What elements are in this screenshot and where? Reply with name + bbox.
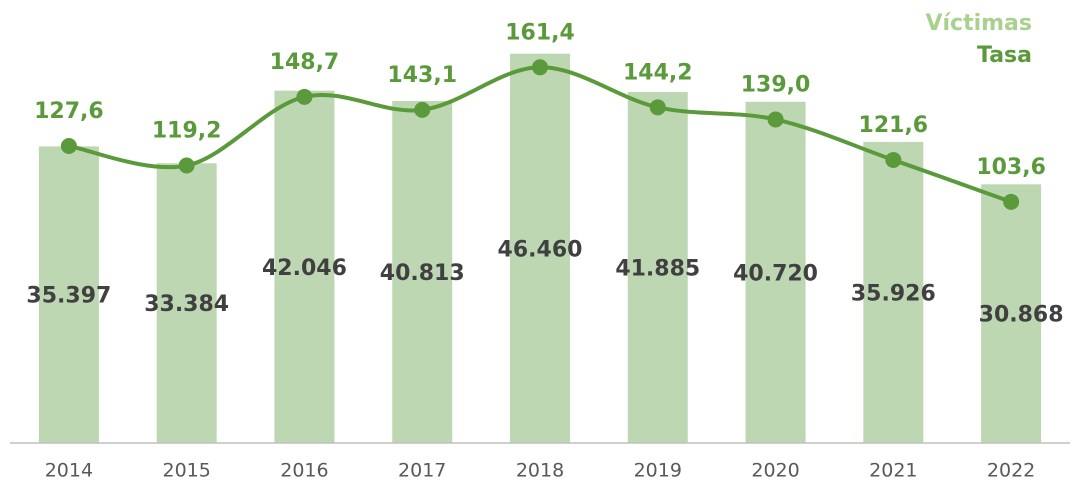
bar — [274, 90, 335, 444]
bar-value-label: 33.384 — [144, 292, 229, 317]
bar — [981, 184, 1042, 443]
line-value-label: 127,6 — [34, 99, 104, 124]
bar — [863, 141, 924, 443]
line-point — [296, 88, 313, 105]
line-point — [60, 137, 77, 154]
bar-value-label: 30.868 — [979, 303, 1064, 328]
bar-value-label: 40.813 — [380, 261, 465, 286]
legend-entry: Víctimas — [925, 11, 1032, 36]
x-tick-label: 2022 — [987, 460, 1035, 482]
line-value-label: 161,4 — [505, 20, 575, 45]
x-tick-label: 2015 — [162, 460, 210, 482]
bar — [510, 53, 570, 444]
line-value-label: 143,1 — [387, 63, 457, 88]
x-tick-label: 2014 — [45, 460, 93, 482]
line-value-label: 119,2 — [152, 119, 222, 144]
bar — [392, 100, 453, 443]
line-point — [532, 59, 548, 76]
x-tick-label: 2016 — [280, 460, 328, 482]
line-value-label: 144,2 — [623, 60, 693, 85]
x-tick-label: 2021 — [869, 460, 917, 482]
line-value-label: 139,0 — [741, 72, 811, 97]
bar-value-label: 41.885 — [615, 257, 700, 282]
x-tick-label: 2018 — [516, 460, 564, 482]
bar — [38, 146, 99, 443]
x-tick-label: 2020 — [751, 460, 799, 482]
line-value-label: 148,7 — [270, 50, 340, 75]
bar-value-label: 42.046 — [262, 256, 347, 281]
x-tick-label: 2019 — [634, 460, 682, 482]
bar — [627, 92, 688, 444]
line-value-label: 103,6 — [976, 155, 1046, 180]
legend-entry: Tasa — [977, 43, 1032, 68]
bar-value-label: 35.397 — [26, 284, 111, 309]
line-point — [414, 101, 431, 118]
bar — [156, 163, 217, 444]
x-tick-label: 2017 — [398, 460, 446, 482]
line-point — [885, 151, 902, 168]
bar-value-label: 40.720 — [733, 261, 818, 286]
line-point — [178, 157, 195, 174]
line-value-label: 121,6 — [859, 113, 929, 138]
line-point — [767, 111, 784, 128]
bar-value-label: 46.460 — [498, 237, 583, 262]
line-point — [1003, 193, 1020, 210]
line-point — [649, 99, 666, 116]
bar — [745, 101, 806, 443]
bar-value-label: 35.926 — [851, 281, 936, 306]
